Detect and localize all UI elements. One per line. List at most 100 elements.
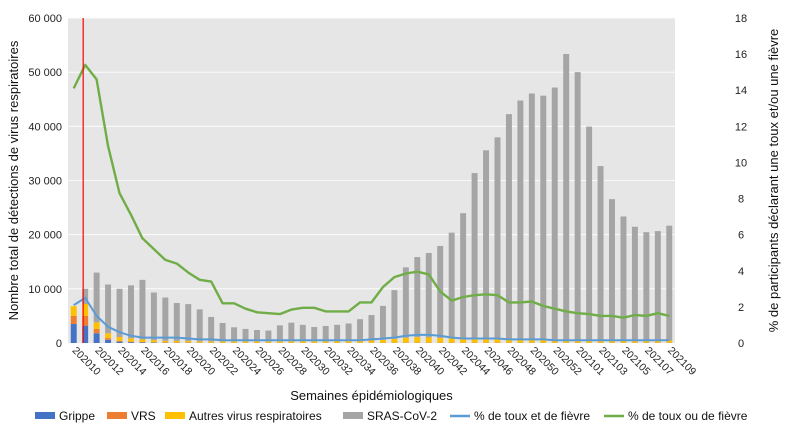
bar-sras-cov-2-202028 xyxy=(276,325,283,342)
bar-grippe-202015 xyxy=(128,342,134,343)
bar-sras-cov-2-202024 xyxy=(231,327,238,342)
bar-sras-cov-2-202035 xyxy=(357,319,364,341)
bar-autres-virus-respiratoires-202105 xyxy=(620,340,627,343)
bar-autres-virus-respiratoires-202034 xyxy=(345,340,352,343)
bar-sras-cov-2-202022 xyxy=(208,316,215,342)
bar-autres-virus-respiratoires-202050 xyxy=(528,338,535,343)
bar-autres-virus-respiratoires-202018 xyxy=(162,340,169,343)
bar-sras-cov-2-202030 xyxy=(299,324,306,342)
bar-sras-cov-2-202027 xyxy=(265,330,272,342)
bar-sras-cov-2-202016 xyxy=(139,279,146,340)
bar-sras-cov-2-202103 xyxy=(597,166,604,341)
bar-sras-cov-2-202034 xyxy=(345,323,352,341)
left-tick-label: 30 000 xyxy=(28,176,62,188)
bar-autres-virus-respiratoires-202023 xyxy=(219,341,226,343)
bar-autres-virus-respiratoires-202101 xyxy=(574,340,581,343)
bar-sras-cov-2-202029 xyxy=(288,322,295,342)
bar-autres-virus-respiratoires-202026 xyxy=(253,341,260,343)
bar-sras-cov-2-202017 xyxy=(150,292,157,341)
bar-sras-cov-2-202047 xyxy=(494,137,501,339)
bar-autres-virus-respiratoires-202047 xyxy=(494,338,501,343)
bar-autres-virus-respiratoires-202019 xyxy=(173,340,180,343)
bar-autres-virus-respiratoires-202106 xyxy=(631,340,638,343)
bar-autres-virus-respiratoires-202011 xyxy=(82,304,89,316)
right-tick-label: 8 xyxy=(738,194,744,206)
bar-autres-virus-respiratoires-202043 xyxy=(448,338,455,343)
bar-sras-cov-2-202107 xyxy=(643,232,650,341)
bar-sras-cov-2-202048 xyxy=(505,114,512,339)
bar-sras-cov-2-202013 xyxy=(105,284,112,334)
right-tick-label: 2 xyxy=(738,302,744,314)
bar-sras-cov-2-202043 xyxy=(448,232,455,339)
bar-autres-virus-respiratoires-202013 xyxy=(105,333,112,339)
left-tick-label: 40 000 xyxy=(28,121,62,133)
bar-autres-virus-respiratoires-202051 xyxy=(540,339,547,343)
legend-label: VRS xyxy=(131,409,156,423)
bar-sras-cov-2-202051 xyxy=(540,95,547,340)
bar-vrs-202014 xyxy=(116,340,123,342)
bar-sras-cov-2-202014 xyxy=(116,288,123,338)
bar-autres-virus-respiratoires-202049 xyxy=(517,338,524,343)
left-axis-title: Nombre total de détections de virus resp… xyxy=(6,40,21,320)
right-tick-label: 4 xyxy=(738,266,744,278)
bar-autres-virus-respiratoires-202012 xyxy=(93,322,100,329)
bar-autres-virus-respiratoires-202016 xyxy=(139,339,146,343)
x-axis-title: Semaines épidémiologiques xyxy=(290,388,453,403)
bar-autres-virus-respiratoires-202041 xyxy=(425,337,432,343)
bar-autres-virus-respiratoires-202035 xyxy=(357,340,364,343)
bar-autres-virus-respiratoires-202037 xyxy=(379,339,386,343)
left-tick-label: 50 000 xyxy=(28,67,62,79)
bar-sras-cov-2-202015 xyxy=(128,285,134,339)
bar-sras-cov-2-202045 xyxy=(471,173,478,339)
bars xyxy=(70,53,673,343)
bar-sras-cov-2-202032 xyxy=(322,325,329,342)
bar-sras-cov-2-202020 xyxy=(185,304,192,341)
bar-sras-cov-2-202018 xyxy=(162,297,169,341)
bar-autres-virus-respiratoires-202040 xyxy=(414,337,421,343)
bar-sras-cov-2-202044 xyxy=(460,213,467,339)
gridlines xyxy=(68,17,675,290)
bar-grippe-202016 xyxy=(139,342,146,343)
bar-sras-cov-2-202105 xyxy=(620,216,627,341)
bar-vrs-202011 xyxy=(82,315,89,326)
bar-autres-virus-respiratoires-202104 xyxy=(609,340,615,343)
left-tick-label: 10 000 xyxy=(28,284,62,296)
bar-autres-virus-respiratoires-202032 xyxy=(322,341,329,343)
legend-swatch xyxy=(35,412,55,419)
bar-sras-cov-2-202023 xyxy=(219,322,226,342)
bar-autres-virus-respiratoires-202039 xyxy=(402,337,409,343)
line-toux-et-fievre xyxy=(73,296,670,342)
legend-label: Grippe xyxy=(59,409,95,423)
bar-grippe-202014 xyxy=(116,341,123,343)
bar-sras-cov-2-202101 xyxy=(574,72,581,341)
bar-autres-virus-respiratoires-202020 xyxy=(185,340,192,343)
bar-sras-cov-2-202038 xyxy=(391,290,398,339)
legend: Grippe VRS Autres virus respiratoires SRAS-… xyxy=(35,409,748,423)
right-tick-label: 10 xyxy=(735,157,747,169)
bar-sras-cov-2-202053 xyxy=(563,53,570,340)
bar-sras-cov-2-202021 xyxy=(196,309,203,342)
bar-sras-cov-2-202049 xyxy=(517,100,524,339)
bar-autres-virus-respiratoires-202021 xyxy=(196,341,203,343)
lines xyxy=(72,63,670,342)
bar-vrs-202012 xyxy=(93,328,100,334)
bar-sras-cov-2-202102 xyxy=(586,126,593,341)
bar-sras-cov-2-202026 xyxy=(253,330,260,342)
bar-autres-virus-respiratoires-202102 xyxy=(586,340,593,343)
bar-autres-virus-respiratoires-202029 xyxy=(288,341,295,343)
bar-sras-cov-2-202109 xyxy=(666,225,673,341)
bar-autres-virus-respiratoires-202042 xyxy=(437,338,444,343)
right-tick-label: 14 xyxy=(735,85,747,97)
right-tick-label: 0 xyxy=(738,338,744,350)
bar-sras-cov-2-202011 xyxy=(82,288,89,304)
bar-autres-virus-respiratoires-202033 xyxy=(334,341,341,343)
bar-sras-cov-2-202039 xyxy=(402,267,409,338)
bar-vrs-202010 xyxy=(70,315,77,325)
bar-autres-virus-respiratoires-202038 xyxy=(391,338,398,343)
bar-autres-virus-respiratoires-202044 xyxy=(460,338,467,343)
bar-autres-virus-respiratoires-202017 xyxy=(150,340,157,343)
bar-autres-virus-respiratoires-202030 xyxy=(299,341,306,343)
x-axis-ticks: 2020102020122020142020162020182020202020… xyxy=(70,345,699,378)
bar-autres-virus-respiratoires-202031 xyxy=(311,341,318,343)
